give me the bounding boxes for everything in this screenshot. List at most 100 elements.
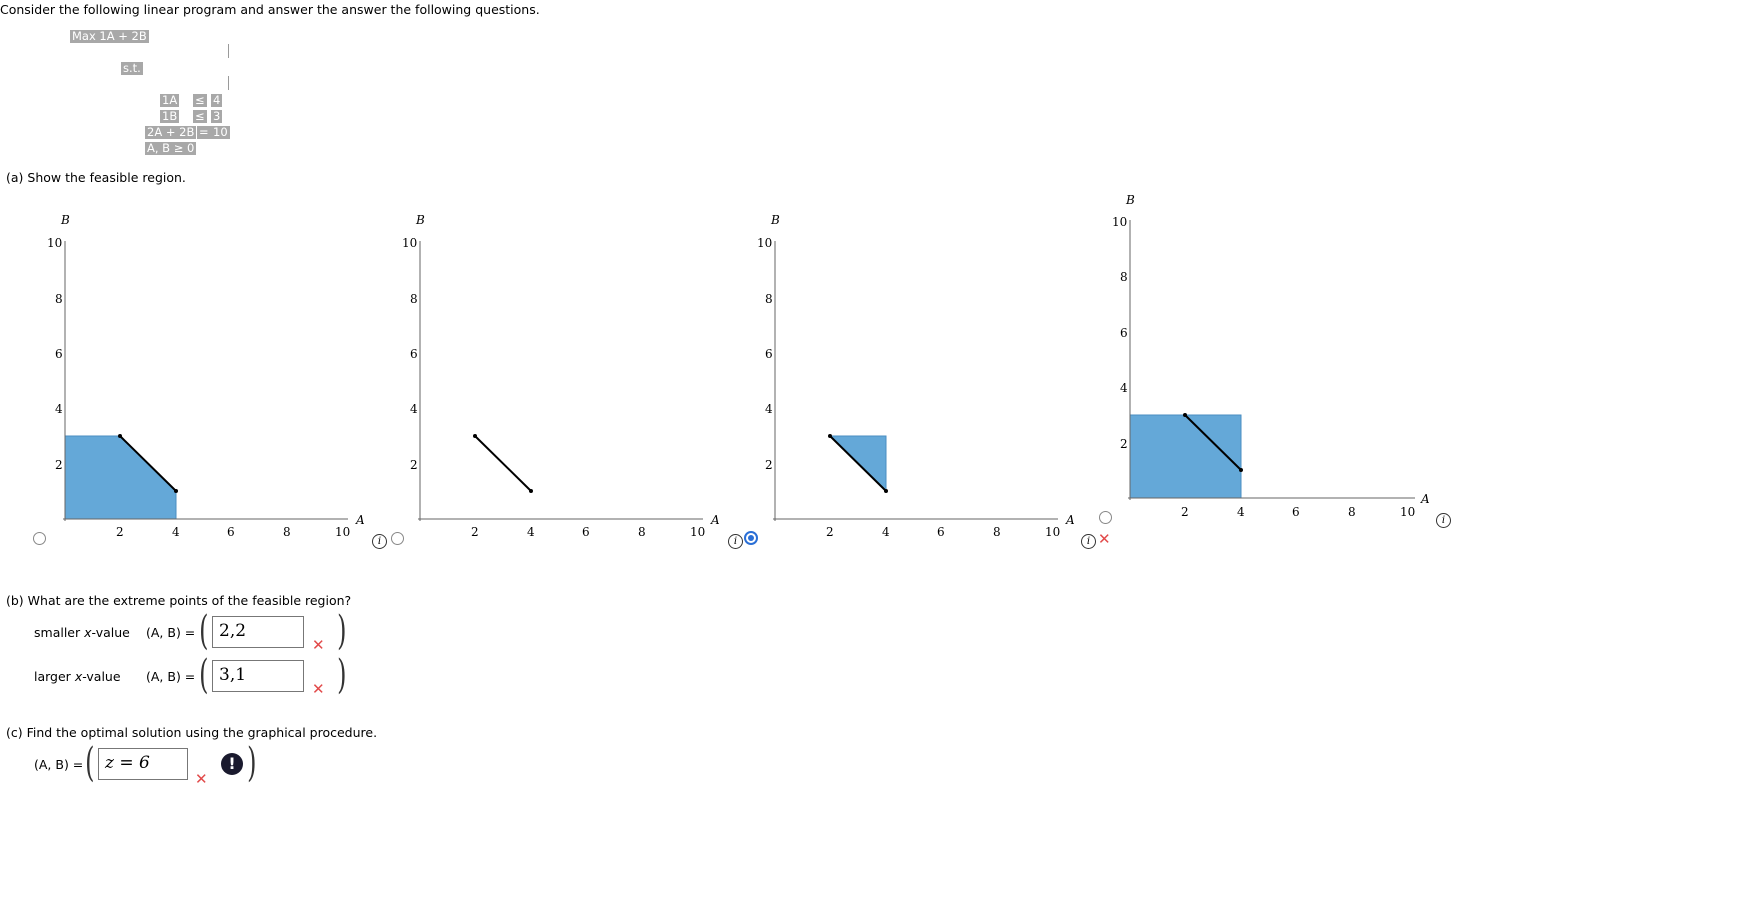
x-tick: 6 (1292, 505, 1300, 519)
option-3-radio-selected[interactable] (744, 531, 758, 545)
lp-nonneg: A, B ≥ 0 (145, 141, 197, 155)
x-tick: 2 (116, 525, 124, 539)
part-a-prompt: (a) Show the feasible region. (6, 170, 186, 185)
info-icon[interactable]: i (1081, 534, 1096, 549)
lp-c3-lhs: 2A + 2B (145, 125, 197, 139)
x-tick: 6 (582, 525, 590, 539)
x-tick: 4 (882, 525, 890, 539)
incorrect-x-icon: ✕ (312, 680, 325, 698)
lp-c3-op: = (197, 125, 211, 139)
y-tick: 2 (1120, 437, 1128, 451)
y-axis-label: B (415, 213, 425, 227)
y-axis-label: B (60, 213, 70, 227)
warning-icon: ! (221, 753, 243, 775)
info-icon[interactable]: i (372, 534, 387, 549)
option-4-radio[interactable] (1099, 511, 1112, 524)
row2-label: larger x-value (34, 669, 121, 684)
lp-c1-lhs: 1A (160, 93, 180, 107)
lp-objective: Max 1A + 2B (70, 29, 149, 43)
close-paren: ) (337, 608, 347, 654)
y-tick: 8 (410, 292, 418, 306)
y-tick: 6 (410, 347, 418, 361)
y-tick: 10 (47, 236, 62, 250)
open-paren: ( (199, 652, 209, 698)
segment-endpoint (884, 489, 888, 493)
lp-divider (228, 44, 229, 58)
lp-c1-rhs: 4 (211, 93, 223, 107)
row2-answer-input[interactable]: 3,1 (212, 660, 304, 692)
x-tick: 8 (1348, 505, 1356, 519)
segment-endpoint (473, 434, 477, 438)
x-tick: 10 (690, 525, 705, 539)
y-tick: 2 (410, 458, 418, 472)
y-tick: 8 (1120, 270, 1128, 284)
part-c-prompt: (c) Find the optimal solution using the … (6, 725, 378, 740)
constraint-segment (829, 435, 887, 492)
info-icon[interactable]: i (728, 534, 743, 549)
x-tick: 6 (227, 525, 235, 539)
x-tick: 10 (1400, 505, 1415, 519)
option-1-radio[interactable] (33, 532, 46, 545)
x-tick: 2 (1181, 505, 1189, 519)
option-2-radio[interactable] (391, 532, 404, 545)
y-tick: 6 (765, 347, 773, 361)
segment-endpoint (1183, 413, 1187, 417)
open-paren: ( (199, 608, 209, 654)
segment-endpoint (1239, 468, 1243, 472)
segment-endpoint (828, 434, 832, 438)
graph-option-1: B A 10 8 6 4 2 2 4 6 8 10 (47, 213, 365, 539)
x-tick: 2 (826, 525, 834, 539)
x-tick: 2 (471, 525, 479, 539)
lp-c1-op: ≤ (193, 93, 207, 107)
x-tick: 8 (283, 525, 291, 539)
row1-pair-label: (A, B) = (146, 625, 196, 640)
feasible-region (1129, 414, 1242, 499)
close-paren: ) (337, 652, 347, 698)
constraint-segment (474, 435, 532, 492)
open-paren: ( (85, 740, 95, 786)
x-axis-label: A (1065, 513, 1075, 527)
y-tick: 4 (765, 402, 773, 416)
y-axis-label: B (770, 213, 780, 227)
intro-text: Consider the following linear program an… (0, 2, 540, 17)
lp-c3-rhs: 10 (211, 125, 230, 139)
lp-divider (228, 76, 229, 90)
close-paren: ) (247, 740, 257, 786)
optimal-solution-input[interactable]: z = 6 (98, 748, 188, 780)
graph-option-3: B A 10 8 6 4 2 2 4 6 8 10 (757, 213, 1075, 539)
x-tick: 4 (527, 525, 535, 539)
y-axis-label: B (1125, 193, 1135, 207)
y-tick: 10 (402, 236, 417, 250)
y-tick: 4 (1120, 381, 1128, 395)
y-tick: 6 (55, 347, 63, 361)
lp-c2-op: ≤ (193, 109, 207, 123)
constraint-segment (1184, 414, 1242, 471)
info-icon[interactable]: i (1436, 513, 1451, 528)
lp-st: s.t. (121, 61, 143, 75)
segment-endpoint (174, 489, 178, 493)
x-tick: 8 (638, 525, 646, 539)
x-axis-label: A (710, 513, 720, 527)
row1-label: smaller x-value (34, 625, 130, 640)
incorrect-x-icon: ✕ (1098, 530, 1111, 548)
y-tick: 4 (410, 402, 418, 416)
constraint-segment (119, 435, 177, 492)
lp-c2-rhs: 3 (211, 109, 223, 123)
row2-pair-label: (A, B) = (146, 669, 196, 684)
lp-c2-lhs: 1B (160, 109, 180, 123)
y-tick: 4 (55, 402, 63, 416)
x-tick: 10 (1045, 525, 1060, 539)
incorrect-x-icon: ✕ (195, 770, 208, 788)
feasible-region (64, 435, 177, 520)
y-tick: 10 (757, 236, 772, 250)
segment-endpoint (529, 489, 533, 493)
graph-option-4: B A 10 8 6 4 2 2 4 6 8 10 (1112, 193, 1430, 519)
part-b-prompt: (b) What are the extreme points of the f… (6, 593, 352, 608)
x-axis-label: A (1420, 492, 1430, 506)
row1-answer-input[interactable]: 2,2 (212, 616, 304, 648)
x-tick: 8 (993, 525, 1001, 539)
y-tick: 10 (1112, 215, 1127, 229)
x-tick: 4 (1237, 505, 1245, 519)
y-tick: 6 (1120, 326, 1128, 340)
x-tick: 10 (335, 525, 350, 539)
